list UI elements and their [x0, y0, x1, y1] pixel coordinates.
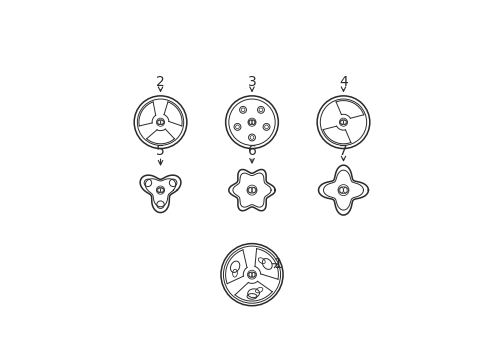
- Text: 2: 2: [156, 75, 164, 89]
- Text: 4: 4: [338, 75, 347, 89]
- Text: 6: 6: [247, 144, 256, 158]
- Text: 5: 5: [156, 144, 164, 158]
- Text: 1: 1: [273, 257, 282, 271]
- Text: 7: 7: [338, 144, 347, 158]
- Text: 3: 3: [247, 75, 256, 89]
